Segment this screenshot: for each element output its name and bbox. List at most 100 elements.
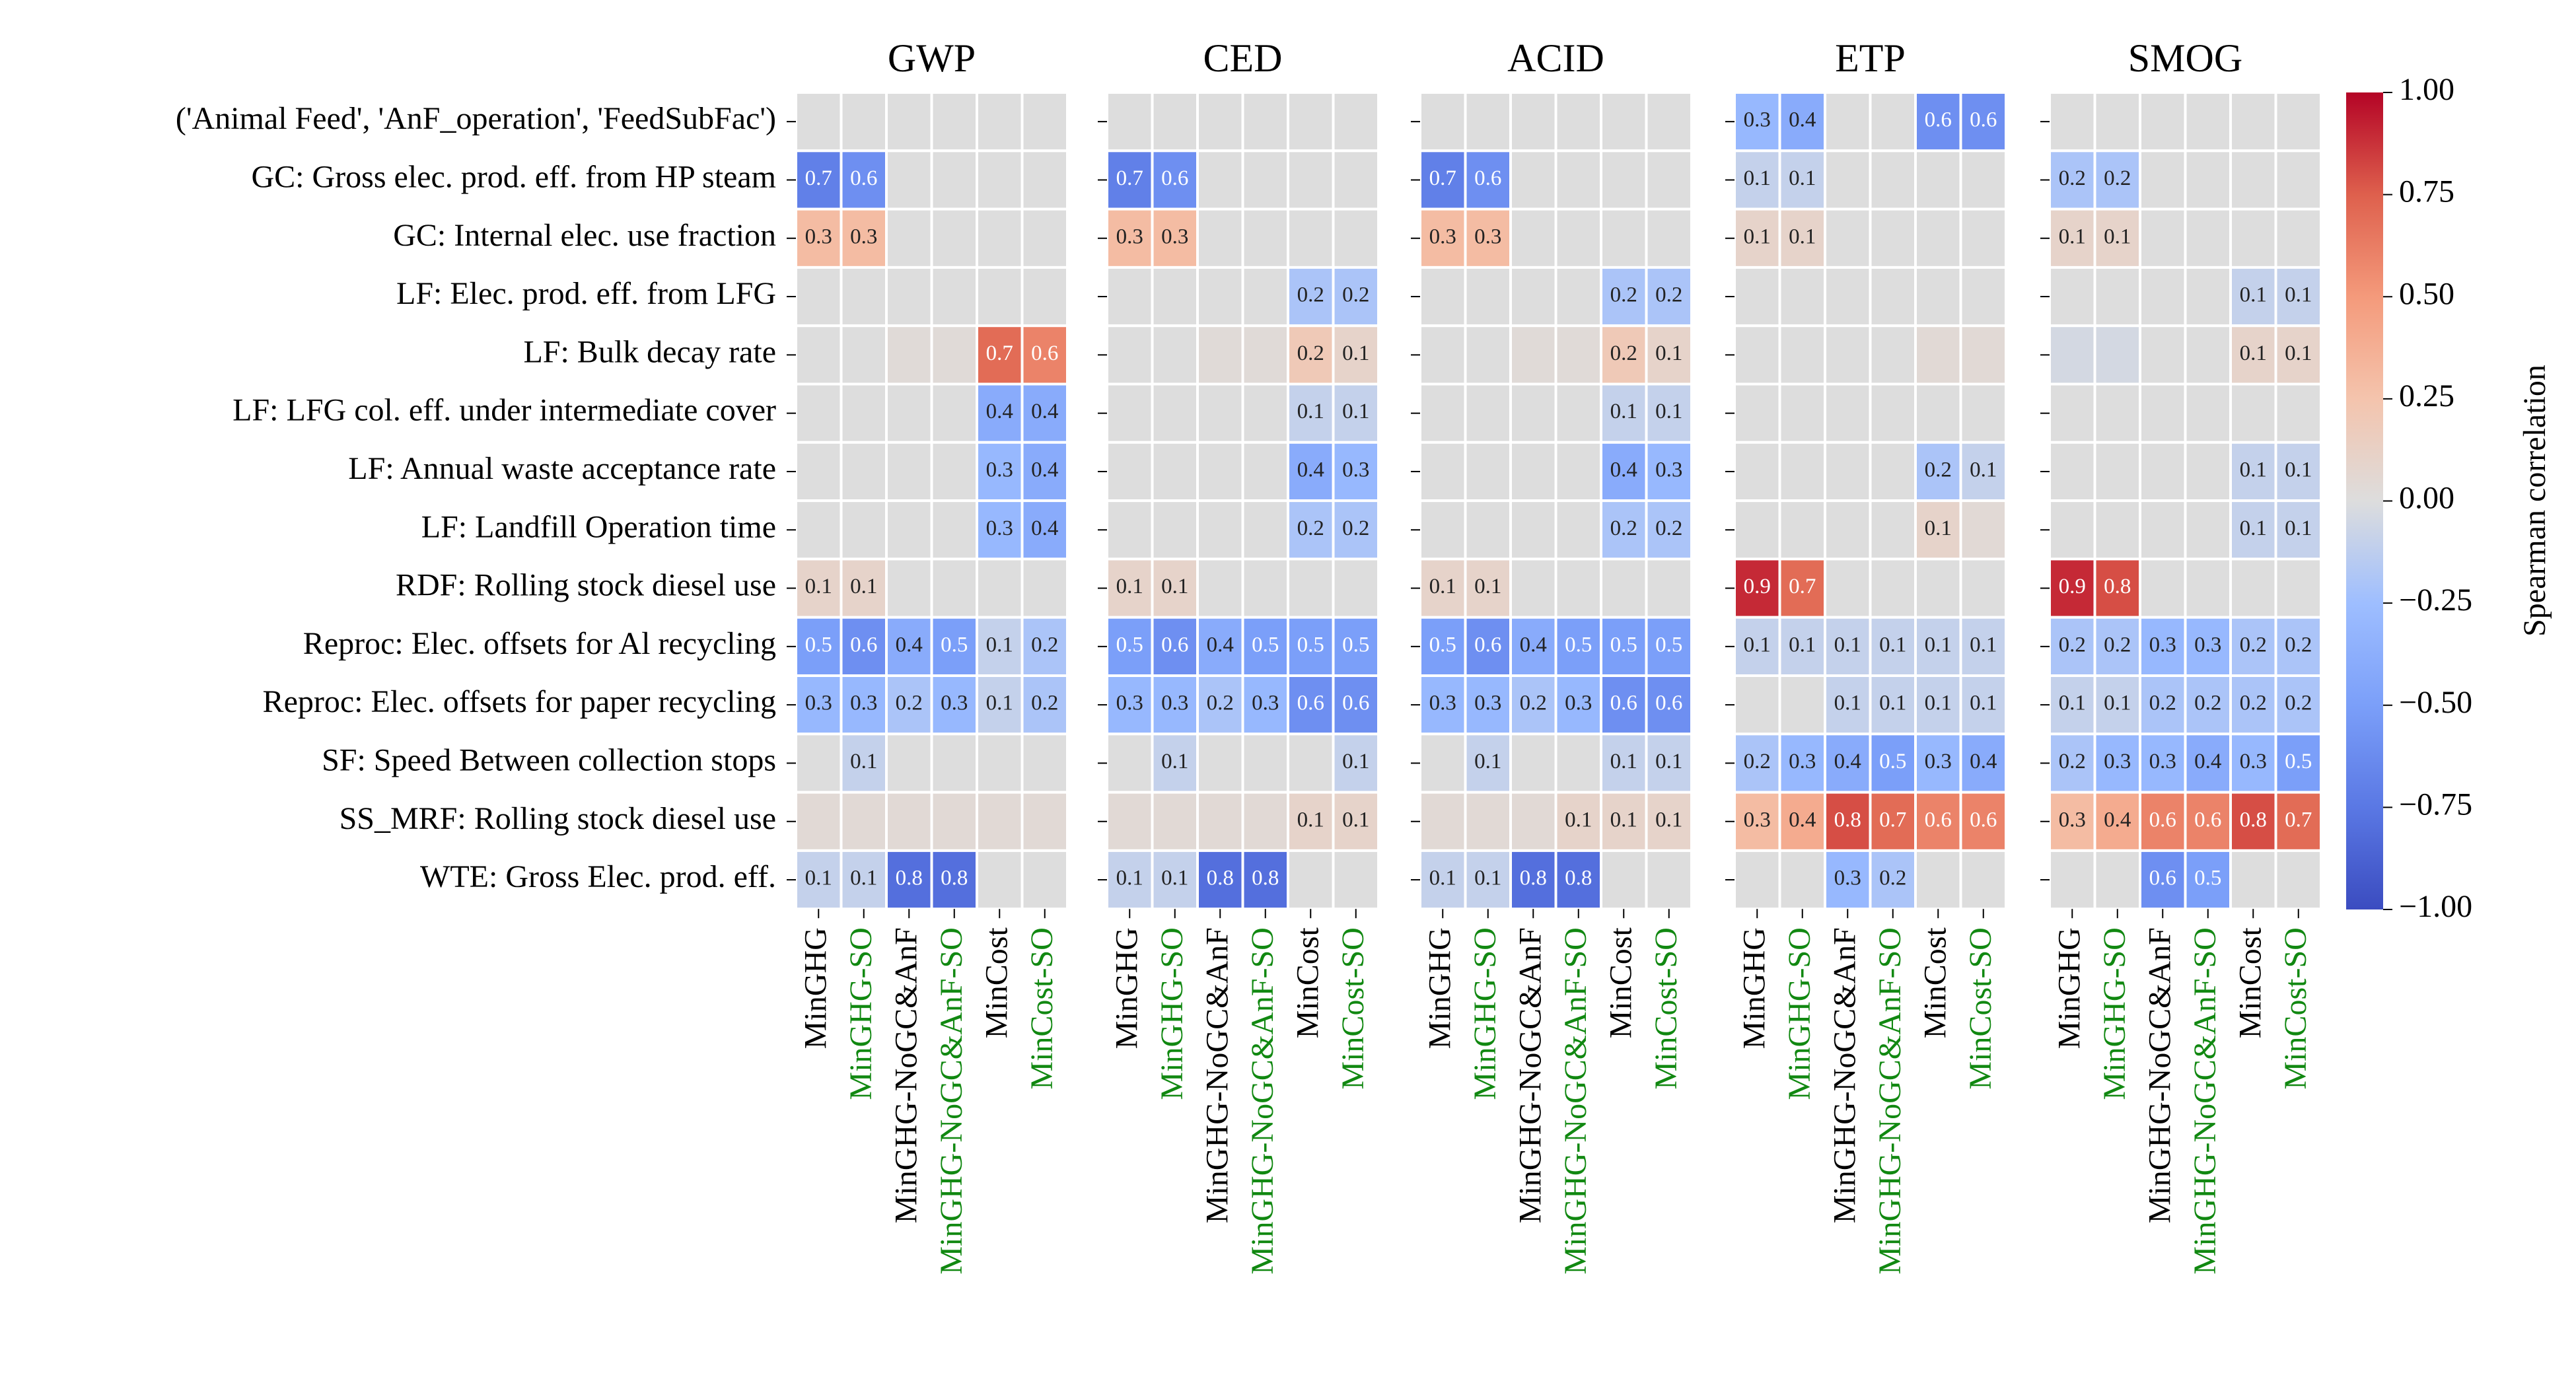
- heatmap-cell: [1824, 382, 1872, 444]
- heatmap-cell: [2184, 732, 2232, 794]
- heatmap-cell: [795, 441, 843, 503]
- heatmap-cell: [1554, 207, 1602, 269]
- cell-label: 0.3: [1116, 225, 1143, 248]
- column-label: MinGHG-SO: [1155, 927, 1190, 1100]
- heatmap-cell: [1914, 382, 1962, 444]
- cell-label: 0.6: [1970, 108, 1997, 132]
- cell-label: 0.2: [896, 692, 923, 715]
- column-label: MinCost-SO: [1336, 927, 1371, 1089]
- heatmap-cell: [1151, 382, 1199, 444]
- cell-label: 0.6: [2149, 867, 2176, 890]
- cell-label: 0.8: [941, 867, 968, 890]
- heatmap-cell: [795, 791, 843, 852]
- heatmap-cell: [1332, 324, 1380, 386]
- heatmap-cell: [1600, 149, 1648, 211]
- cell-label: 0.8: [1565, 867, 1592, 890]
- cell-label: 0.1: [2240, 283, 2267, 307]
- cell-label: 0.3: [1744, 808, 1771, 832]
- cell-label: 0.1: [1834, 692, 1861, 715]
- row-label: WTE: Gross Elec. prod. eff.: [420, 859, 776, 894]
- cell-label: 0.1: [1925, 633, 1952, 657]
- cell-label: 0.5: [1297, 633, 1324, 657]
- heatmap-cell: [1419, 382, 1467, 444]
- heatmap-cell: [1645, 732, 1693, 794]
- heatmap-cell: [2093, 382, 2141, 444]
- heatmap-cell: [1241, 207, 1289, 269]
- heatmap-cell: [1287, 149, 1335, 211]
- heatmap-cell: [1554, 149, 1602, 211]
- heatmap-cell: [1196, 324, 1244, 386]
- cell-label: 0.2: [1342, 516, 1369, 540]
- cell-label: 0.3: [1925, 750, 1952, 773]
- cell-label: 0.3: [2149, 633, 2176, 657]
- heatmap-cell: [2229, 732, 2277, 794]
- heatmap-cell: [1151, 616, 1199, 678]
- cell-label: 0.2: [2059, 750, 2086, 773]
- colorbar-tick-label: 1.00: [2399, 72, 2454, 107]
- column-label: MinCost: [1917, 927, 1952, 1039]
- cell-label: 0.2: [1610, 516, 1637, 540]
- heatmap-cell: [1600, 849, 1648, 911]
- cell-label: 0.3: [1429, 225, 1456, 248]
- heatmap-cell: [1914, 616, 1962, 678]
- heatmap-cell: [2274, 557, 2322, 619]
- heatmap-cell: [1509, 324, 1557, 386]
- cell-label: 0.1: [850, 750, 877, 773]
- cell-label: 0.1: [1879, 633, 1906, 657]
- heatmap-cell: [2229, 91, 2277, 153]
- heatmap-cell: [1869, 266, 1917, 328]
- cell-label: 0.6: [1161, 166, 1188, 190]
- heatmap-cell: [1241, 266, 1289, 328]
- heatmap-cell: [1554, 324, 1602, 386]
- heatmap-cell: [1332, 849, 1380, 911]
- heatmap-cell: [1464, 207, 1512, 269]
- heatmap-cell: [1645, 149, 1693, 211]
- cell-label: 0.6: [1161, 633, 1188, 657]
- heatmap-cell: [1733, 91, 1781, 153]
- heatmap-cell: [885, 557, 933, 619]
- cell-label: 0.3: [2149, 750, 2176, 773]
- heatmap-cell: [1020, 149, 1069, 211]
- cell-label: 0.5: [941, 633, 968, 657]
- heatmap-cell: [1645, 207, 1693, 269]
- heatmap-cell: [2048, 849, 2096, 911]
- cell-label: 0.1: [1161, 575, 1188, 598]
- heatmap-cell: [1106, 499, 1154, 561]
- column-label: MinCost-SO: [2278, 927, 2313, 1089]
- heatmap-cell: [2274, 382, 2322, 444]
- heatmap-cell: [2184, 91, 2232, 153]
- heatmap-cell: [1287, 557, 1335, 619]
- cell-label: 0.2: [1031, 692, 1058, 715]
- heatmap-cell: [2048, 441, 2096, 503]
- heatmap-cell: [1733, 382, 1781, 444]
- heatmap-cell: [1959, 324, 2007, 386]
- heatmap-cell: [885, 149, 933, 211]
- column-label: MinCost-SO: [1024, 927, 1059, 1089]
- cell-label: 0.1: [1970, 633, 1997, 657]
- heatmap-cell: [1778, 382, 1826, 444]
- cell-label: 0.6: [1610, 692, 1637, 715]
- row-label: SS_MRF: Rolling stock diesel use: [340, 801, 776, 836]
- heatmap-cell: [2229, 674, 2277, 736]
- heatmap-cell: [1241, 324, 1289, 386]
- heatmap-cell: [1869, 382, 1917, 444]
- column-label: MinGHG-SO: [843, 927, 878, 1100]
- heatmap-cell: [2184, 382, 2232, 444]
- heatmap-cell: [1419, 266, 1467, 328]
- heatmap-cell: [1241, 674, 1289, 736]
- colorbar-tick-label: 0.25: [2399, 378, 2454, 413]
- heatmap-cell: [930, 207, 978, 269]
- heatmap-cell: [2139, 91, 2187, 153]
- row-label: Reproc: Elec. offsets for Al recycling: [303, 626, 776, 661]
- heatmap-cell: [2048, 266, 2096, 328]
- cell-label: 0.6: [1297, 692, 1324, 715]
- cell-label: 0.1: [1744, 633, 1771, 657]
- cell-label: 0.1: [1342, 400, 1369, 423]
- cell-label: 0.4: [1520, 633, 1547, 657]
- heatmap-cell: [2139, 441, 2187, 503]
- row-label: LF: Elec. prod. eff. from LFG: [396, 276, 776, 311]
- colorbar-tick-label: 0.00: [2399, 481, 2454, 516]
- heatmap-cell: [1464, 674, 1512, 736]
- heatmap-cell: [1778, 616, 1826, 678]
